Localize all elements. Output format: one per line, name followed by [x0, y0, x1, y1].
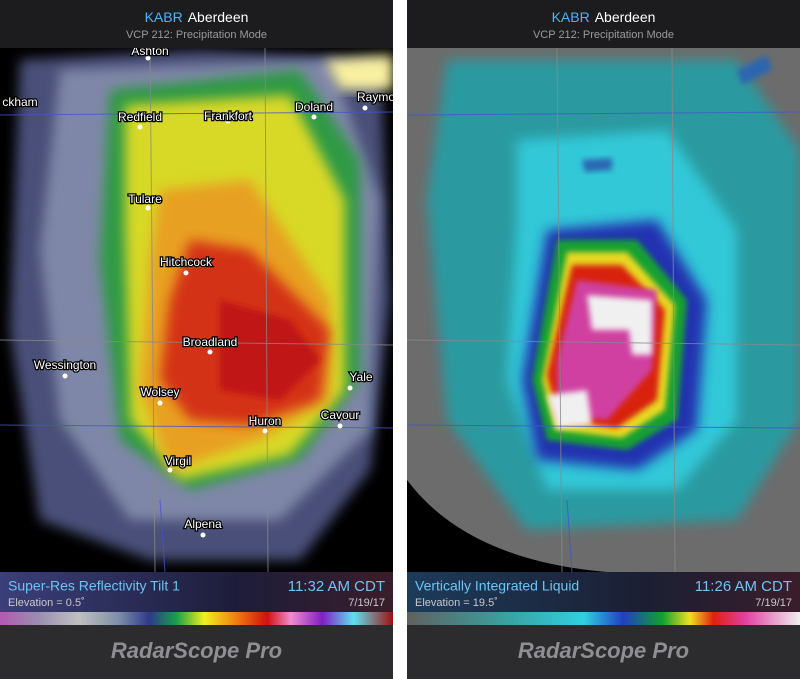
station-title: KABR Aberdeen	[552, 9, 656, 25]
header-bg	[407, 0, 800, 48]
town-dot	[262, 428, 268, 434]
elevation: Elevation = 0.5˚	[8, 597, 85, 609]
town-dot	[157, 400, 163, 406]
scan-time: 11:32 AM CDT	[288, 578, 385, 595]
elevation: Elevation = 19.5˚	[415, 597, 498, 609]
product-name: Super-Res Reflectivity Tilt 1	[8, 578, 180, 594]
radar-edge	[407, 480, 607, 572]
town-dot	[347, 385, 353, 391]
station-id: KABR	[552, 9, 590, 25]
town-dot	[225, 118, 231, 124]
town-label: Frankfort	[204, 109, 253, 123]
town-label: Alpena	[184, 517, 222, 531]
radar-echo	[547, 390, 592, 428]
station-title: KABR Aberdeen	[145, 9, 249, 25]
town-dot	[207, 349, 213, 355]
county-line	[407, 339, 800, 346]
town-label: Raymo	[357, 90, 395, 104]
radar-echo	[737, 55, 772, 85]
divider	[393, 0, 407, 679]
brand-bg	[407, 625, 800, 679]
town-dot	[145, 55, 151, 61]
radar-echo	[587, 295, 652, 355]
town-label: Doland	[295, 100, 333, 114]
town-dot	[137, 124, 143, 130]
town-label: ckham	[2, 95, 37, 109]
town-label: Hitchcock	[160, 255, 213, 269]
town-label: Huron	[249, 414, 282, 428]
town-label: Redfield	[118, 110, 162, 124]
town-dot	[200, 532, 206, 538]
scan-mode: VCP 212: Precipitation Mode	[126, 29, 267, 41]
town-label: Wolsey	[140, 385, 179, 399]
radar-map: Ashton ckham Redfield Frankfort Doland Raymo T…	[0, 44, 395, 572]
info-bar	[407, 572, 800, 612]
station-city: Aberdeen	[595, 9, 656, 25]
info-bar	[0, 572, 393, 612]
county-line	[407, 424, 800, 429]
header-bg	[0, 0, 393, 48]
county-line	[556, 48, 563, 572]
town-label: Cavour	[321, 408, 360, 422]
town-label: Tulare	[128, 192, 162, 206]
color-scale	[407, 612, 800, 625]
town-label: Virgil	[165, 454, 191, 468]
radar-echo	[220, 300, 320, 400]
town-dot	[183, 270, 189, 276]
town-dot	[167, 467, 173, 473]
county-line	[264, 48, 269, 572]
county-line	[566, 499, 573, 572]
product-name: Vertically Integrated Liquid	[415, 578, 579, 594]
radar-echo	[582, 158, 612, 172]
county-line	[149, 48, 156, 572]
town-dot	[362, 105, 368, 111]
town-label: Yale	[349, 370, 372, 384]
county-line	[671, 48, 676, 572]
town-label: Broadland	[183, 335, 238, 349]
town-dot	[62, 373, 68, 379]
county-line	[0, 111, 393, 116]
station-id: KABR	[145, 9, 183, 25]
county-line	[407, 111, 800, 116]
county-line	[159, 499, 166, 572]
town-dot	[145, 205, 151, 211]
brand-bg	[0, 625, 393, 679]
town-label: Wessington	[34, 358, 96, 372]
town-dot	[311, 114, 317, 120]
town-label: Ashton	[131, 44, 168, 58]
color-scale	[0, 612, 393, 625]
radar-map	[407, 48, 800, 572]
radar-echo	[325, 55, 393, 90]
town-dot	[337, 423, 343, 429]
station-city: Aberdeen	[188, 9, 249, 25]
scan-mode: VCP 212: Precipitation Mode	[533, 29, 674, 41]
brand: RadarScope Pro	[518, 638, 689, 663]
county-line	[0, 424, 393, 429]
scan-date: 7/19/17	[348, 597, 385, 609]
right-panel: KABR Aberdeen VCP 212: Precipitation Mode V…	[407, 0, 800, 679]
county-line	[0, 339, 393, 346]
left-panel: KABR Aberdeen VCP 212: Precipitation Mode A…	[0, 0, 395, 679]
scan-time: 11:26 AM CDT	[695, 578, 792, 595]
scan-date: 7/19/17	[755, 597, 792, 609]
brand: RadarScope Pro	[111, 638, 282, 663]
